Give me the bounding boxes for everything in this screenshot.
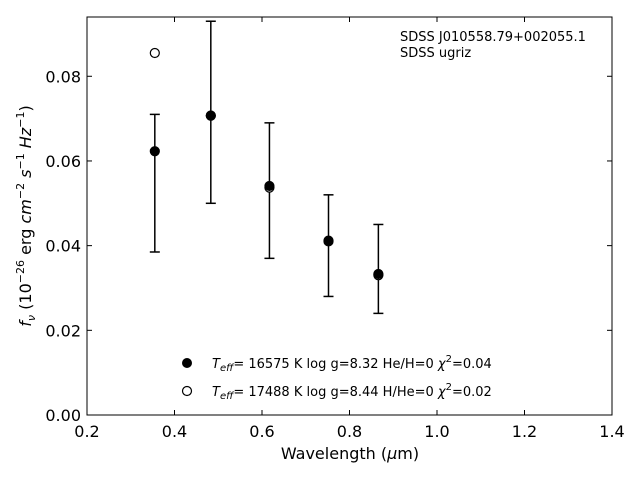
y-tick-label: 0.02	[45, 321, 81, 340]
x-tick-label: 0.8	[337, 422, 362, 441]
legend-marker-open	[181, 385, 193, 397]
y-tick-label: 0.00	[45, 406, 81, 425]
legend-label-filled: Teff= 16575 K log g=8.32 He/H=0 χ2=0.04	[212, 354, 492, 374]
error-bars	[149, 20, 384, 315]
x-tick-label: 1.4	[599, 422, 624, 441]
x-tick-label: 0.2	[74, 422, 99, 441]
data-points	[149, 47, 384, 281]
x-axis-label: Wavelength (μm)	[281, 444, 419, 463]
legend-marker-filled	[182, 358, 192, 368]
y-tick-label: 0.08	[45, 67, 81, 86]
model-point-filled	[323, 235, 334, 246]
annotation-object: SDSS J010558.79+002055.1	[400, 30, 586, 45]
model-point-filled	[205, 110, 216, 121]
x-tick-label: 1.0	[424, 422, 449, 441]
plot-frame	[86, 16, 613, 416]
model-point-open	[149, 47, 160, 59]
x-tick-label: 0.6	[249, 422, 274, 441]
legend: Teff= 16575 K log g=8.32 He/H=0 χ2=0.04 …	[181, 354, 492, 402]
y-tick-label: 0.06	[45, 152, 81, 171]
x-tick-label: 1.2	[512, 422, 537, 441]
model-point-filled	[264, 180, 275, 192]
annotation-photometry: SDSS ugriz	[400, 46, 471, 61]
model-point-filled	[373, 268, 384, 280]
legend-label-open: Teff= 17488 K log g=8.44 H/He=0 χ2=0.02	[212, 382, 492, 402]
y-tick-label: 0.04	[45, 237, 81, 256]
error-bar	[149, 113, 160, 253]
y-axis-label: fν (10−26 erg cm−2 s−1 Hz−1)	[14, 105, 38, 326]
model-point-filled	[149, 146, 160, 157]
x-tick-label: 0.4	[162, 422, 187, 441]
